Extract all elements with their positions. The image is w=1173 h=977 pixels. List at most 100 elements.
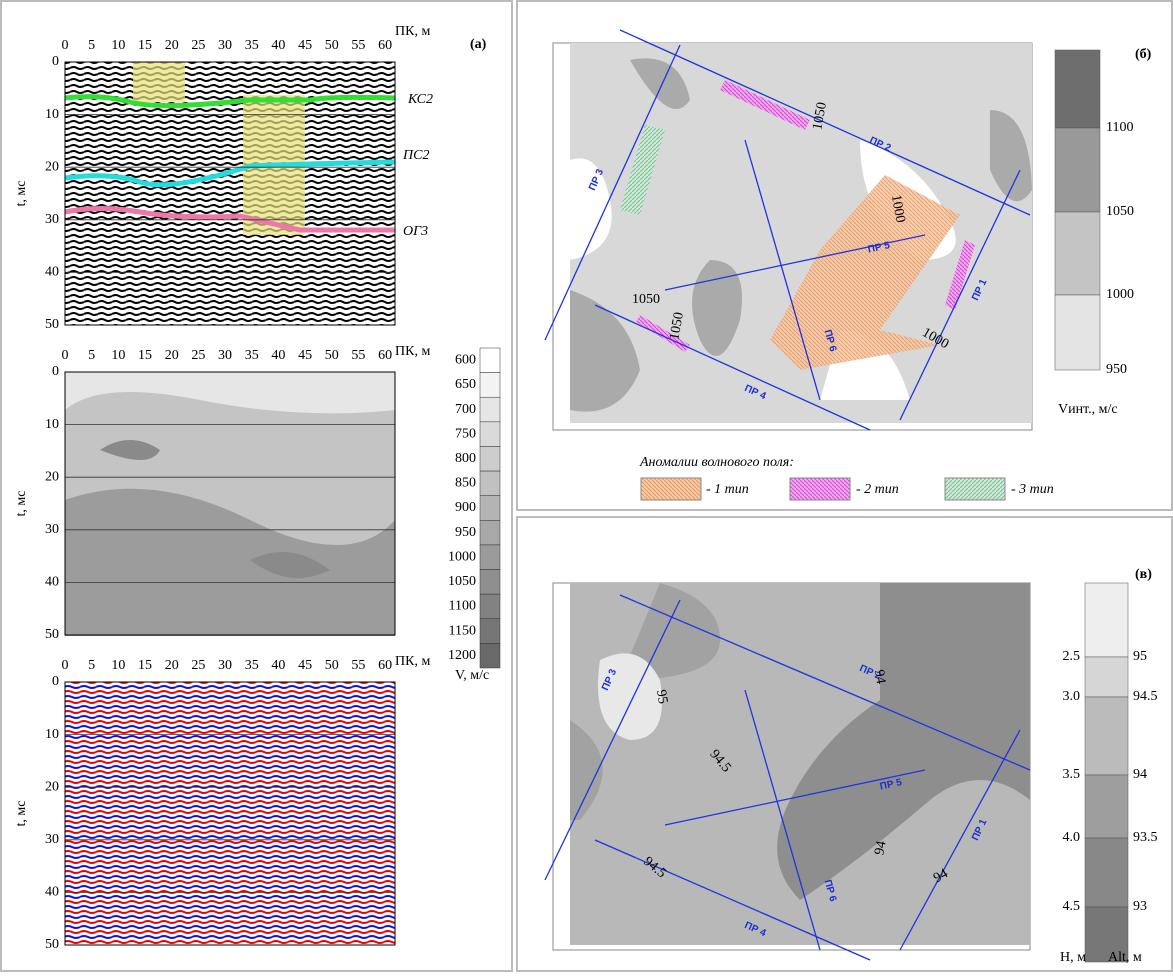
colorbar-segment: [1085, 583, 1128, 657]
legend-title: Аномалии волнового поля:: [639, 455, 794, 470]
x-tick-label: 15: [138, 38, 152, 53]
x-tick-label: 30: [218, 658, 232, 673]
legend-entry: - 3 тип: [1011, 482, 1054, 497]
x-tick-label: 35: [245, 348, 259, 363]
x-tick-label: 25: [191, 38, 205, 53]
x-tick-label: 10: [111, 38, 125, 53]
x-tick-label: 5: [88, 38, 95, 53]
colorbar-tick-label: 1100: [1106, 120, 1133, 135]
colorbar-segment: [1085, 697, 1128, 775]
colorbar-segment: [1085, 657, 1128, 697]
x-tick-label: 25: [191, 658, 205, 673]
colorbar-segment: [1055, 50, 1100, 128]
x-tick-label: 55: [351, 348, 365, 363]
x-tick-label: 60: [378, 658, 392, 673]
x-tick-label: 50: [325, 38, 339, 53]
colorbar-segment: [480, 471, 500, 496]
colorbar-tick-label: 950: [455, 525, 476, 540]
y-tick-label: 30: [45, 832, 59, 847]
panel-label: (в): [1135, 567, 1152, 582]
y-tick-label: 0: [52, 54, 59, 69]
colorbar-tick-label: 3.0: [1063, 689, 1081, 704]
x-tick-label: 40: [271, 38, 285, 53]
y-tick-label: 10: [45, 727, 59, 742]
x-axis-label: ПК, м: [395, 344, 430, 359]
y-tick-label: 40: [45, 265, 59, 280]
x-tick-label: 0: [62, 38, 69, 53]
colorbar-tick-label: 94.5: [1133, 689, 1158, 704]
seismic-color-section: [65, 682, 395, 945]
y-tick-label: 50: [45, 937, 59, 952]
colorbar-tick-label: 94: [1133, 767, 1147, 782]
y-tick-label: 50: [45, 627, 59, 642]
legend-entry: - 2 тип: [856, 482, 899, 497]
y-tick-label: 50: [45, 317, 59, 332]
x-tick-label: 50: [325, 348, 339, 363]
y-tick-label: 20: [45, 469, 59, 484]
y-tick-label: 30: [45, 212, 59, 227]
colorbar-tick-label: 1000: [448, 549, 476, 564]
colorbar-label: Alt, м: [1108, 950, 1142, 965]
x-tick-label: 10: [111, 658, 125, 673]
x-tick-label: 45: [298, 38, 312, 53]
colorbar-segment: [1055, 212, 1100, 295]
colorbar-tick-label: 1050: [448, 574, 476, 589]
colorbar-segment: [1055, 128, 1100, 212]
colorbar-segment: [480, 348, 500, 373]
colorbar-segment: [480, 594, 500, 619]
colorbar-segment: [1085, 775, 1128, 838]
colorbar-tick-label: 1200: [448, 648, 476, 663]
colorbar-segment: [480, 446, 500, 471]
colorbar-tick-label: 1050: [1106, 204, 1134, 219]
colorbar-segment: [1085, 838, 1128, 907]
x-tick-label: 45: [298, 348, 312, 363]
contour-label: 1050: [632, 292, 660, 307]
y-tick-label: 40: [45, 575, 59, 590]
x-tick-label: 20: [165, 348, 179, 363]
colorbar-segment: [480, 619, 500, 644]
y-tick-label: 40: [45, 885, 59, 900]
horizon-label: ПС2: [402, 148, 429, 163]
legend-entry: - 1 тип: [706, 482, 749, 497]
y-tick-label: 0: [52, 364, 59, 379]
colorbar-tick-label: 93.5: [1133, 830, 1158, 845]
x-tick-label: 40: [271, 658, 285, 673]
x-tick-label: 55: [351, 38, 365, 53]
colorbar-tick-label: 1000: [1106, 287, 1134, 302]
colorbar-tick-label: 950: [1106, 362, 1127, 377]
colorbar-tick-label: 1150: [449, 623, 476, 638]
colorbar-label: V, м/с: [455, 668, 489, 683]
colorbar-tick-label: 1100: [449, 599, 476, 614]
colorbar-segment: [480, 570, 500, 595]
panel-b: ПР 1 ПР 2 ПР 3 ПР 4 ПР 5 ПР 6 1050 1000 …: [545, 30, 1152, 500]
x-tick-label: 50: [325, 658, 339, 673]
colorbar-tick-label: 900: [455, 500, 476, 515]
panel-label: (б): [1135, 47, 1152, 62]
y-tick-label: 10: [45, 417, 59, 432]
x-tick-label: 25: [191, 348, 205, 363]
panel-a: 6006507007508008509009501000105011001150…: [65, 24, 500, 945]
x-tick-label: 60: [378, 348, 392, 363]
y-tick-label: 10: [45, 107, 59, 122]
y-axis-label: t, мс: [14, 181, 29, 207]
colorbar-label: H, м: [1060, 950, 1086, 965]
colorbar-tick-label: 700: [455, 402, 476, 417]
x-tick-label: 55: [351, 658, 365, 673]
x-axis-label: ПК, м: [395, 24, 430, 39]
colorbar-tick-label: 600: [455, 353, 476, 368]
x-axis-label: ПК, м: [395, 654, 430, 669]
colorbar-tick-label: 750: [455, 426, 476, 441]
x-tick-label: 5: [88, 348, 95, 363]
colorbar-tick-label: 3.5: [1063, 767, 1081, 782]
colorbar-segment: [480, 520, 500, 545]
x-tick-label: 10: [111, 348, 125, 363]
contour-label: 95: [653, 689, 670, 705]
x-tick-label: 20: [165, 658, 179, 673]
x-tick-label: 60: [378, 38, 392, 53]
x-tick-label: 30: [218, 348, 232, 363]
colorbar-segment: [1055, 295, 1100, 370]
colorbar-tick-label: 650: [455, 377, 476, 392]
colorbar-tick-label: 2.5: [1063, 649, 1081, 664]
velocity-colorbar: 6006507007508008509009501000105011001150…: [448, 348, 500, 668]
